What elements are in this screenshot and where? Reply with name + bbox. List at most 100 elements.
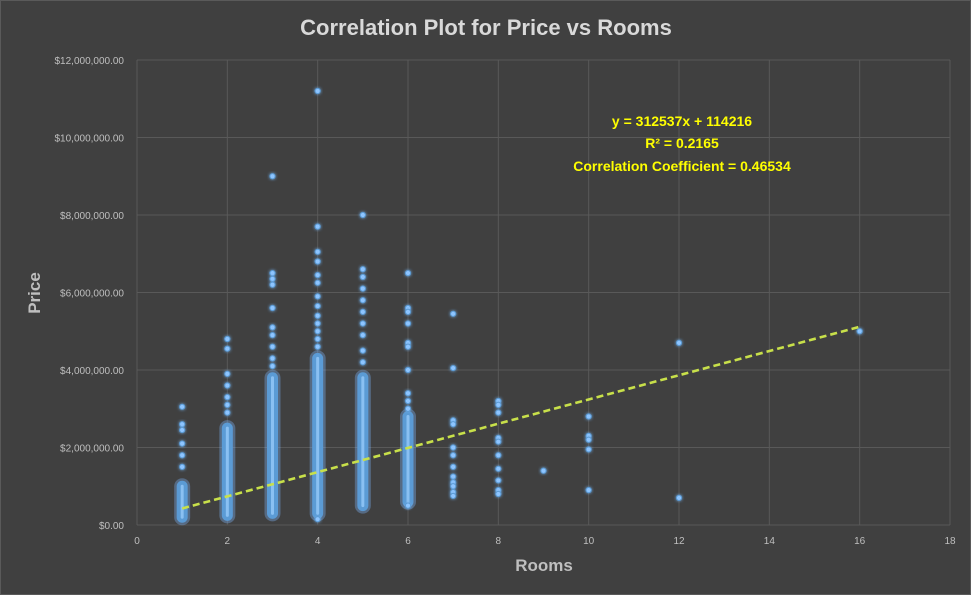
data-point bbox=[314, 279, 321, 286]
y-tick-label: $8,000,000.00 bbox=[60, 211, 124, 222]
data-point bbox=[314, 320, 321, 327]
x-tick-label: 8 bbox=[496, 536, 502, 547]
data-point bbox=[269, 332, 276, 339]
x-tick-label: 14 bbox=[764, 536, 776, 547]
data-point bbox=[224, 394, 231, 401]
data-point bbox=[269, 304, 276, 312]
x-tick-label: 12 bbox=[673, 536, 685, 547]
chart-title: Correlation Plot for Price vs Rooms bbox=[300, 15, 672, 40]
x-tick-label: 2 bbox=[225, 536, 231, 547]
x-tick-label: 10 bbox=[583, 536, 595, 547]
data-point bbox=[359, 285, 366, 292]
data-point bbox=[404, 308, 412, 315]
x-tick-label: 6 bbox=[405, 536, 411, 547]
data-point bbox=[269, 270, 276, 277]
data-point bbox=[359, 347, 366, 354]
data-point bbox=[224, 345, 231, 352]
x-tick-label: 16 bbox=[854, 536, 866, 547]
data-point bbox=[269, 173, 276, 180]
data-point bbox=[314, 328, 321, 335]
y-tick-label: $2,000,000.00 bbox=[60, 444, 124, 455]
x-tick-label: 18 bbox=[944, 536, 956, 547]
data-point bbox=[495, 438, 502, 445]
data-point bbox=[585, 413, 592, 420]
data-point bbox=[450, 310, 457, 317]
data-point bbox=[495, 490, 502, 498]
x-tick-label: 0 bbox=[134, 536, 140, 547]
data-point bbox=[269, 363, 276, 370]
data-point bbox=[179, 440, 186, 447]
data-point bbox=[495, 401, 502, 408]
data-point bbox=[359, 320, 366, 327]
data-point bbox=[359, 273, 366, 281]
data-point bbox=[224, 335, 231, 343]
data-point bbox=[314, 248, 321, 255]
data-points bbox=[174, 87, 863, 526]
y-axis-title: Price bbox=[25, 272, 44, 314]
axis-ticks: 0 2 4 6 8 10 12 14 16 18 $0.00 $2,000,000.00 $4,000,… bbox=[54, 56, 956, 547]
data-point bbox=[495, 452, 502, 459]
data-point bbox=[359, 211, 366, 219]
data-point bbox=[404, 320, 412, 327]
data-point bbox=[314, 223, 321, 230]
data-point bbox=[314, 258, 321, 265]
data-point bbox=[224, 409, 231, 416]
data-point bbox=[856, 328, 863, 335]
data-point bbox=[675, 494, 683, 501]
data-point bbox=[450, 444, 457, 451]
data-point bbox=[179, 452, 186, 459]
data-point bbox=[224, 370, 231, 377]
data-point bbox=[269, 275, 276, 283]
data-point bbox=[359, 332, 366, 339]
x-axis-title: Rooms bbox=[515, 556, 573, 575]
data-point bbox=[314, 302, 321, 310]
data-point bbox=[585, 436, 592, 443]
data-point bbox=[404, 343, 412, 350]
correlation-label: Correlation Coefficient = 0.46534 bbox=[573, 158, 791, 174]
data-point bbox=[359, 359, 366, 366]
data-point bbox=[314, 312, 321, 319]
data-point bbox=[179, 403, 186, 410]
data-point bbox=[314, 87, 321, 95]
data-point bbox=[314, 293, 321, 300]
data-point bbox=[540, 467, 547, 474]
trendline bbox=[181, 325, 861, 510]
data-point bbox=[404, 405, 412, 412]
y-tick-label: $6,000,000.00 bbox=[60, 289, 124, 300]
data-point bbox=[495, 477, 502, 484]
data-point bbox=[450, 483, 457, 490]
data-point bbox=[404, 390, 412, 397]
data-point bbox=[675, 339, 683, 346]
data-point bbox=[314, 335, 321, 343]
data-point bbox=[450, 452, 457, 459]
data-point bbox=[495, 409, 502, 416]
trendline-equation: y = 312537x + 114216 bbox=[612, 113, 752, 129]
data-point bbox=[495, 465, 502, 472]
data-point bbox=[269, 355, 276, 362]
data-point bbox=[314, 271, 321, 279]
data-point bbox=[450, 463, 457, 470]
trendline-line bbox=[181, 325, 861, 510]
data-point bbox=[269, 343, 276, 350]
data-point bbox=[179, 463, 186, 470]
data-point bbox=[450, 421, 457, 428]
data-point bbox=[359, 297, 366, 304]
y-tick-label: $12,000,000.00 bbox=[54, 56, 124, 67]
data-point bbox=[359, 308, 366, 315]
data-point bbox=[585, 446, 592, 453]
data-point bbox=[359, 266, 366, 273]
data-point bbox=[404, 397, 412, 405]
data-point bbox=[450, 492, 457, 500]
x-tick-label: 4 bbox=[315, 536, 321, 547]
data-point bbox=[314, 516, 321, 523]
grid bbox=[136, 59, 951, 526]
data-point bbox=[585, 487, 592, 494]
r-squared-label: R² = 0.2165 bbox=[645, 135, 719, 151]
data-point bbox=[404, 366, 412, 374]
y-tick-label: $10,000,000.00 bbox=[54, 134, 124, 145]
data-point bbox=[404, 270, 412, 277]
y-tick-label: $0.00 bbox=[99, 521, 124, 532]
y-tick-label: $4,000,000.00 bbox=[60, 366, 124, 377]
